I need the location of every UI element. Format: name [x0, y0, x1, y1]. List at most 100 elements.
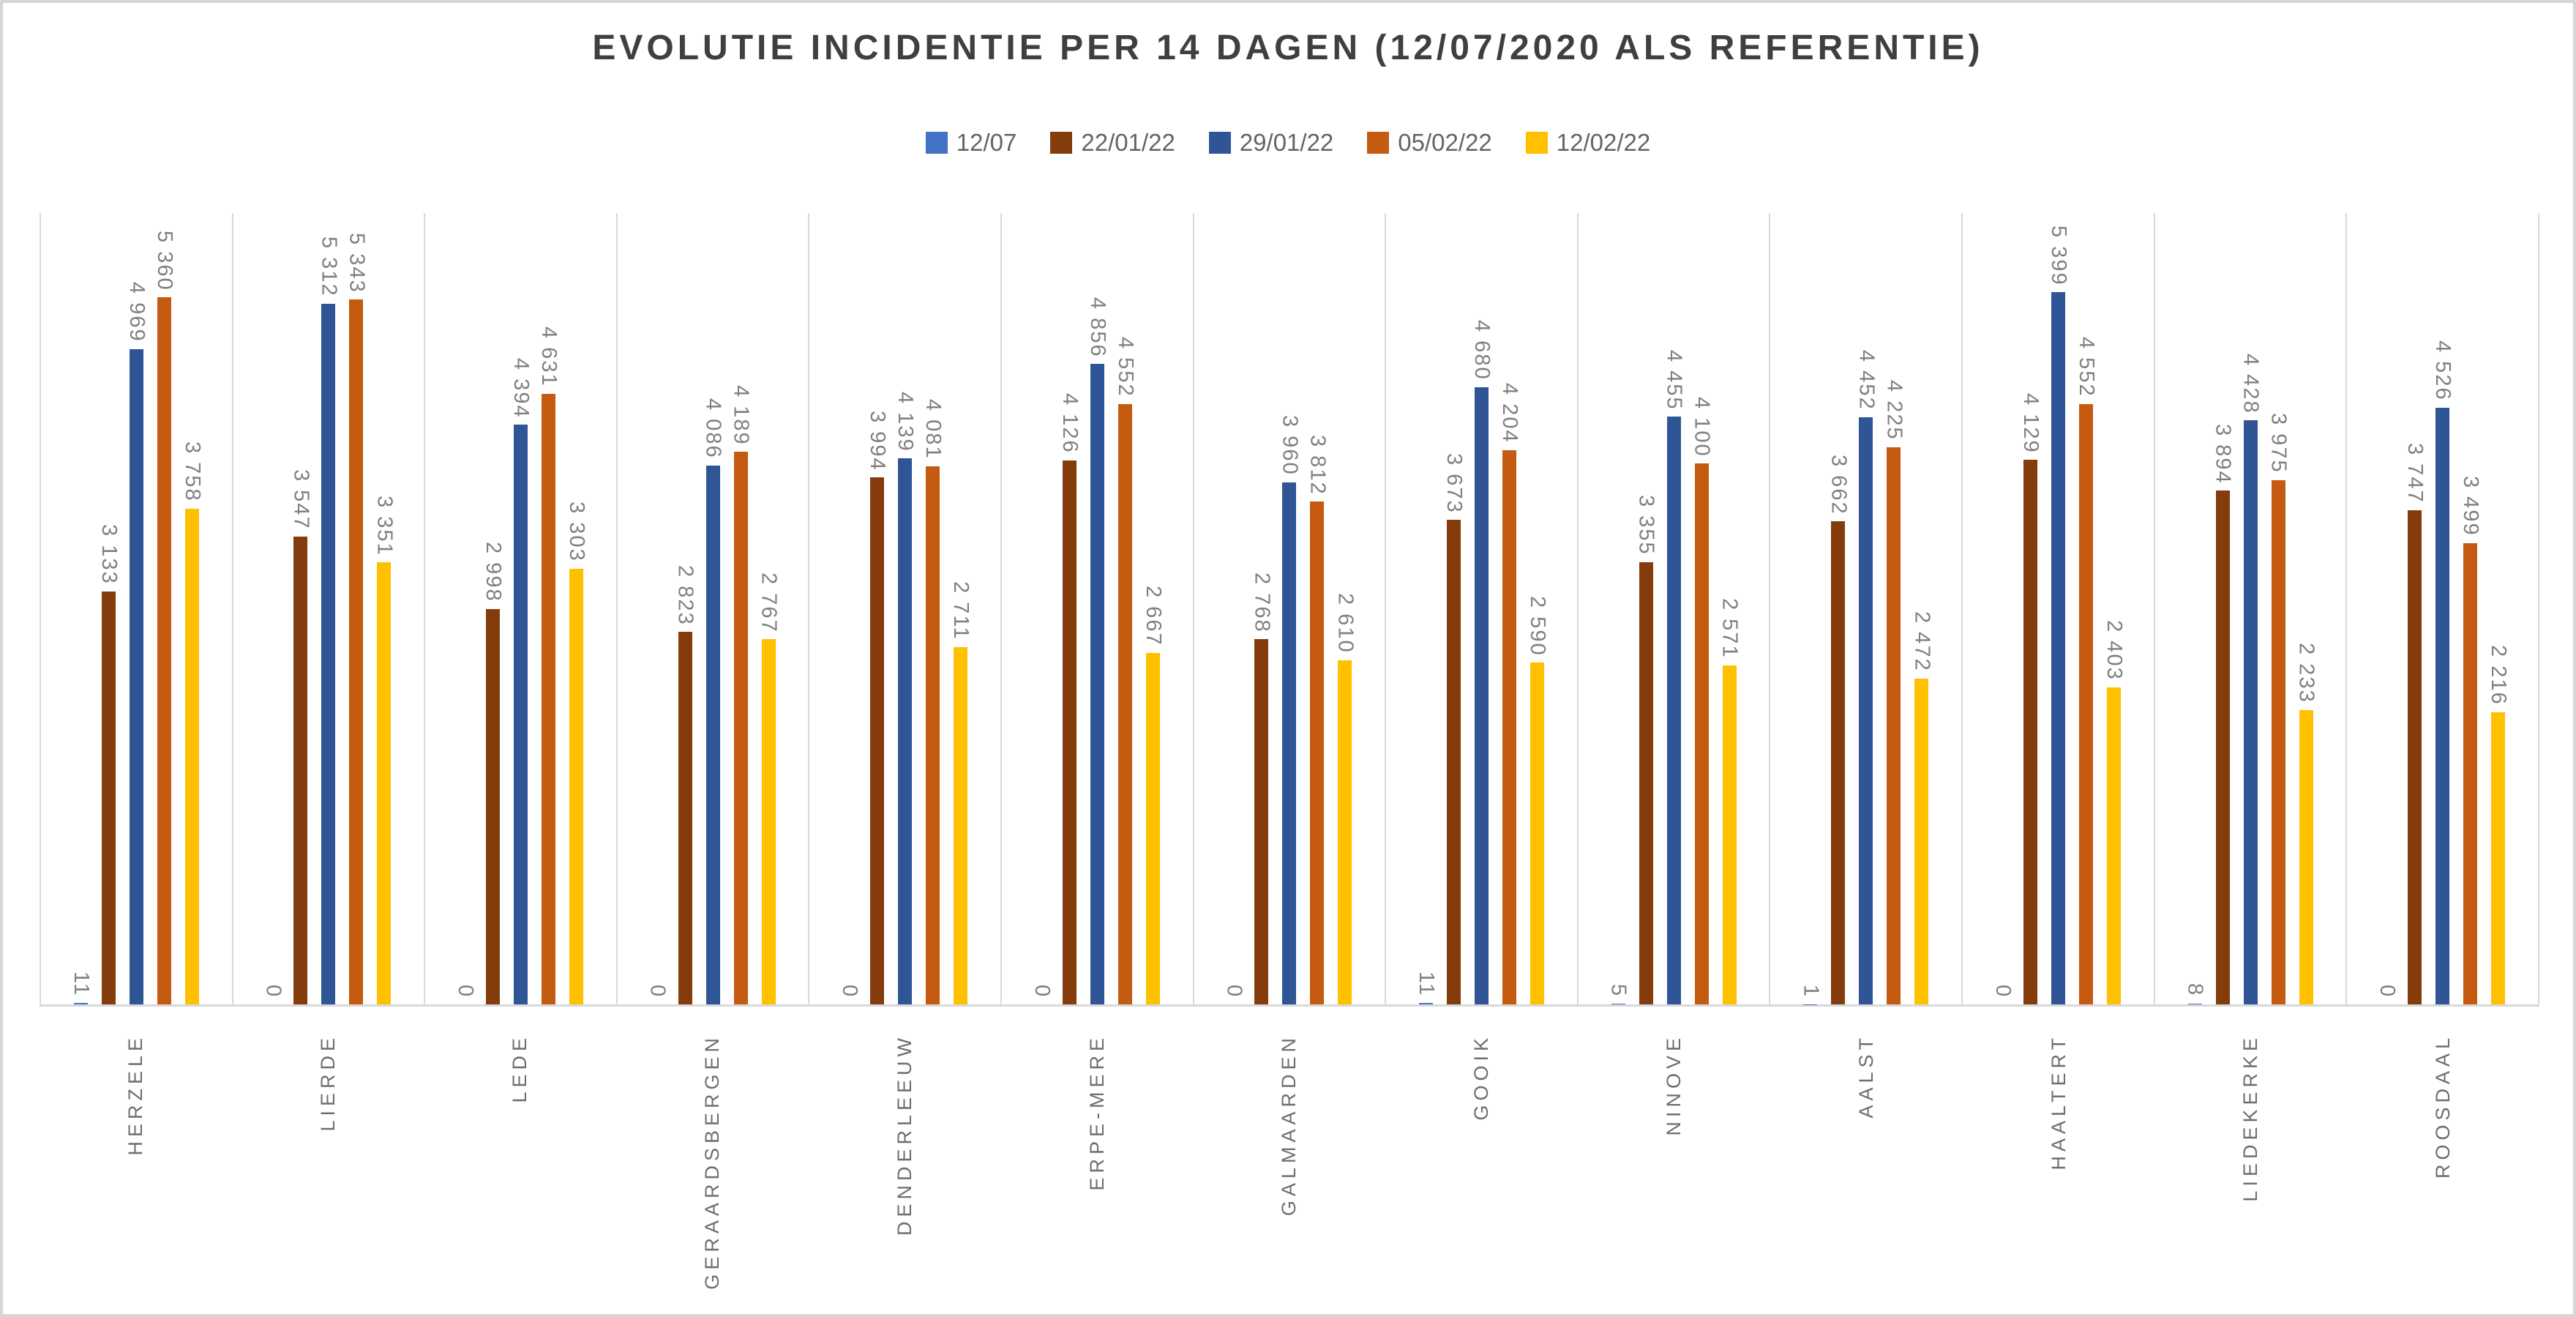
- bar: [2078, 403, 2093, 1004]
- chart-panel-aalst: 1 3 662 4 452 4 225 2 472: [1769, 213, 1961, 1004]
- bar-value-label: 3 758: [180, 441, 204, 502]
- bar-value-label: 4 856: [1085, 296, 1109, 358]
- bar-value-label: 2 216: [2487, 645, 2511, 706]
- legend-label: 29/01/22: [1239, 129, 1334, 156]
- bar: [542, 393, 556, 1004]
- legend-label: 22/01/22: [1081, 129, 1175, 156]
- bar-value-label: 4 129: [2018, 392, 2043, 454]
- bar-slot: 3 355: [1635, 213, 1658, 1004]
- bar-slot: 2 233: [2295, 213, 2318, 1004]
- bar-slot: 3 673: [1442, 213, 1466, 1004]
- legend-item: 22/01/22: [1050, 129, 1175, 157]
- bar: [1666, 417, 1681, 1004]
- bar-value-label: 2 998: [482, 542, 506, 602]
- bar: [954, 646, 968, 1004]
- bar-slot: 3 662: [1827, 213, 1850, 1004]
- category-cell: GOOIK: [1385, 1034, 1578, 1290]
- bar-value-label: 4 552: [1113, 337, 1137, 398]
- category-label: NINOVE: [1663, 1034, 1685, 1136]
- bar-slot: 0: [2375, 213, 2399, 1004]
- bar-value-label: 0: [261, 984, 285, 998]
- bar-value-label: 3 355: [1634, 494, 1658, 556]
- bar: [321, 303, 336, 1004]
- chart-panel-erpe-mere: 0 4 126 4 856 4 552 2 667: [1000, 213, 1193, 1004]
- bar-slot: 4 452: [1854, 213, 1878, 1004]
- bar: [1859, 417, 1873, 1004]
- legend: 12/07 22/01/22 29/01/22 05/02/22 12/02/22: [3, 129, 2573, 157]
- bar-slot: 2 998: [482, 213, 505, 1004]
- bar-value-label: 2 571: [1718, 598, 1742, 659]
- category-cell: HERZELE: [40, 1034, 232, 1290]
- bar-slot: 5: [1607, 213, 1630, 1004]
- bar-value-label: 2 472: [1910, 611, 1934, 672]
- category-label: GALMAARDEN: [1278, 1034, 1300, 1217]
- bar-slot: 4 139: [894, 213, 917, 1004]
- category-cell: LIEDEKERKE: [2154, 1034, 2347, 1290]
- bar-slot: 4 455: [1663, 213, 1686, 1004]
- bar-slot: 5 399: [2047, 213, 2070, 1004]
- plot-area: 11 3 133 4 969 5 360 3 758 0 3 547 5 312 5 343 3 …: [40, 213, 2539, 1007]
- bar-value-label: 2 711: [949, 581, 973, 641]
- bar-slot: 3 994: [866, 213, 889, 1004]
- bar: [569, 568, 584, 1004]
- category-axis-labels: HERZELE LIERDE LEDE GERAARDSBERGEN DENDERLEE…: [40, 1034, 2539, 1290]
- category-cell: GERAARDSBERGEN: [616, 1034, 809, 1290]
- bar-value-label: 2 768: [1250, 572, 1274, 633]
- bar-value-label: 2 767: [757, 572, 781, 633]
- bar-slot: 4 204: [1498, 213, 1521, 1004]
- bar-slot: 3 547: [289, 213, 312, 1004]
- bar-slot: 3 758: [181, 213, 204, 1004]
- bar-value-label: 3 812: [1306, 434, 1330, 496]
- category-label: AALST: [1854, 1034, 1877, 1119]
- bar-slot: 11: [1415, 213, 1438, 1004]
- legend-swatch-icon: [1525, 132, 1548, 154]
- chart-panel-lierde: 0 3 547 5 312 5 343 3 351: [231, 213, 424, 1004]
- bar: [2271, 480, 2285, 1004]
- bar-value-label: 3 547: [289, 469, 313, 530]
- bar-slot: 2 571: [1718, 213, 1742, 1004]
- legend-label: 05/02/22: [1398, 129, 1492, 156]
- bar: [1254, 639, 1269, 1004]
- bar-value-label: 3 994: [866, 410, 890, 471]
- legend-item: 05/02/22: [1367, 129, 1492, 157]
- bar: [1419, 1003, 1434, 1004]
- bar: [1639, 562, 1653, 1004]
- bar-slot: 5 343: [345, 213, 368, 1004]
- bar-value-label: 4 452: [1854, 350, 1879, 411]
- bar-slot: 2 667: [1142, 213, 1165, 1004]
- bar: [733, 452, 748, 1004]
- bar-slot: 0: [1030, 213, 1054, 1004]
- category-cell: NINOVE: [1578, 1034, 1770, 1290]
- bar: [377, 562, 392, 1004]
- bar: [157, 297, 171, 1004]
- bar-slot: 2 768: [1250, 213, 1273, 1004]
- category-cell: ROOSDAAL: [2347, 1034, 2539, 1290]
- chart-panel-galmaarden: 0 2 768 3 960 3 812 2 610: [1192, 213, 1385, 1004]
- bar-slot: 3 975: [2267, 213, 2291, 1004]
- bar-value-label: 5 360: [152, 230, 176, 291]
- bar-value-label: 4 204: [1498, 383, 1522, 444]
- bar-slot: 4 225: [1882, 213, 1906, 1004]
- bar-value-label: 0: [1030, 984, 1054, 998]
- chart-panel-lede: 0 2 998 4 394 4 631 3 303: [424, 213, 616, 1004]
- bar-slot: 8: [2184, 213, 2207, 1004]
- bar-value-label: 0: [645, 984, 670, 998]
- bar-value-label: 4 552: [2074, 337, 2098, 398]
- legend-swatch-icon: [1050, 132, 1073, 154]
- bar-slot: 3 133: [97, 213, 121, 1004]
- bar-slot: 0: [454, 213, 477, 1004]
- category-label: LIERDE: [316, 1034, 339, 1132]
- legend-swatch-icon: [1367, 132, 1390, 154]
- bar-slot: 11: [70, 213, 93, 1004]
- bar-slot: 5 360: [153, 213, 176, 1004]
- bar-value-label: 0: [838, 984, 862, 998]
- bar-value-label: 4 680: [1470, 320, 1494, 381]
- bar: [1887, 447, 1901, 1004]
- bar-slot: 2 216: [2487, 213, 2510, 1004]
- bar-slot: 3 812: [1306, 213, 1329, 1004]
- bar-value-label: 4 394: [509, 357, 533, 419]
- bar-slot: 4 552: [1114, 213, 1137, 1004]
- bar: [761, 639, 776, 1004]
- bar-slot: 4 856: [1086, 213, 1109, 1004]
- bar: [926, 466, 940, 1004]
